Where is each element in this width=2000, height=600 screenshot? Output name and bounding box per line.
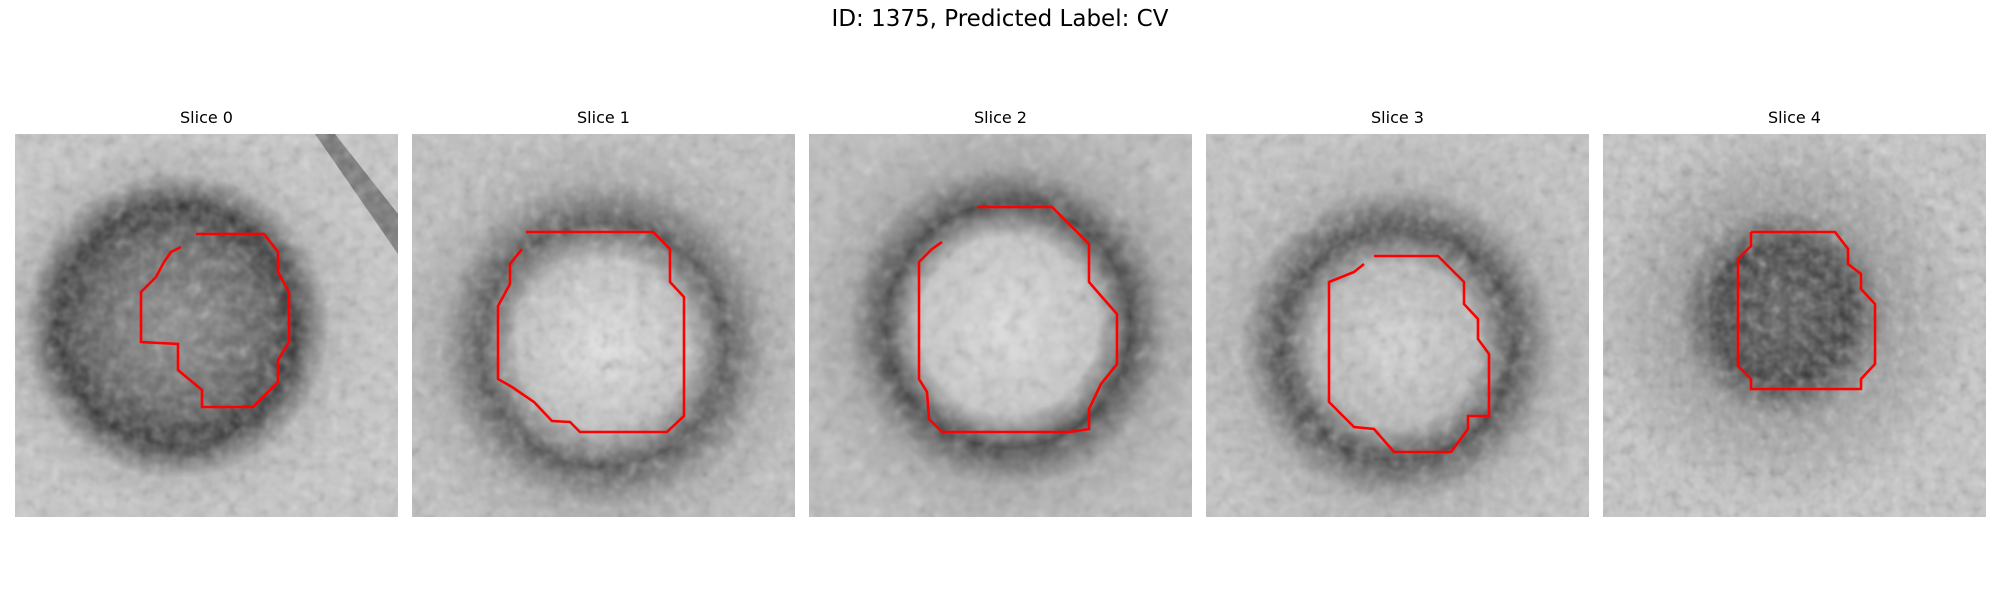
slice-2-panel [809,134,1192,517]
slice-4-title: Slice 4 [1768,108,1821,127]
slice-3-title: Slice 3 [1371,108,1424,127]
slice-1-image [412,134,795,517]
slice-2-contour [917,205,1119,434]
slice-3-contour [1327,254,1491,454]
slice-3-panel [1206,134,1589,517]
slice-4-panel [1603,134,1986,517]
slice-2-title: Slice 2 [974,108,1027,127]
slice-3-image [1206,134,1589,517]
slice-2-image [809,134,1192,517]
slice-1-title: Slice 1 [577,108,630,127]
figure-title: ID: 1375, Predicted Label: CV [831,6,1169,32]
slice-4-image [1603,134,1986,517]
slice-0-panel [15,134,398,517]
slice-0-image [15,134,398,517]
slice-4-contour [1736,230,1877,391]
slice-1-contour [496,230,686,434]
slice-0-title: Slice 0 [180,108,233,127]
slice-0-contour [139,232,291,409]
slice-1-panel [412,134,795,517]
